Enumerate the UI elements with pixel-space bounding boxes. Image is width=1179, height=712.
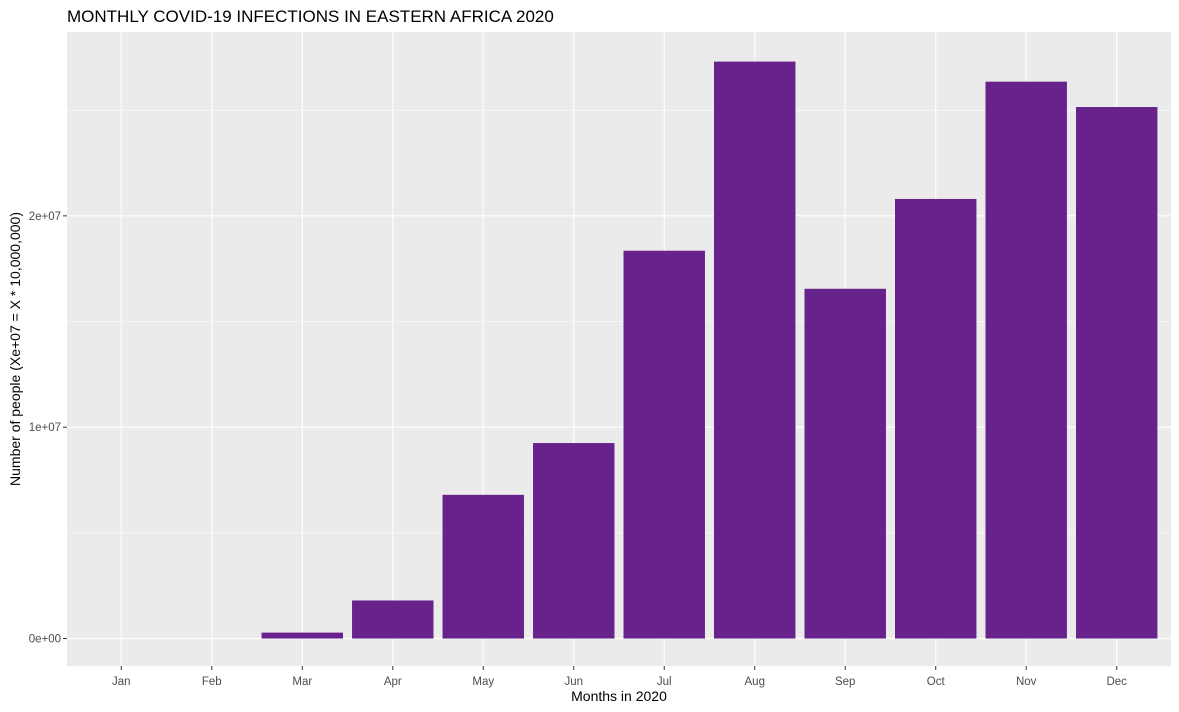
y-axis-title: Number of people (Xe+07 = X * 10,000,000… [7,212,23,486]
x-tick-label: Nov [1016,676,1037,688]
x-tick-label: Jul [657,676,672,688]
bar-may [442,494,524,639]
x-tick-label: Jan [112,676,131,688]
x-tick-label: Mar [292,676,312,688]
x-tick-label: Sep [835,676,855,688]
x-axis-title: Months in 2020 [571,688,667,704]
y-tick-label: 2e+07 [29,211,61,223]
bar-apr [352,600,434,639]
x-tick-label: Aug [745,676,765,688]
x-tick-label: Jun [564,676,583,688]
bar-mar [261,632,343,639]
y-tick-label: 1e+07 [29,422,61,434]
y-axis: 0e+00 1e+07 2e+07 [29,211,67,646]
x-axis: Jan Feb Mar Apr May Jun Jul Aug Sep Oct Nov Dec [112,666,1127,688]
bar-aug [714,61,796,639]
chart-title: MONTHLY COVID-19 INFECTIONS IN EASTERN A… [67,7,554,26]
x-tick-label: May [472,676,494,688]
bar-dec [1075,107,1158,639]
y-tick-label: 0e+00 [29,634,61,646]
x-tick-label: Apr [384,676,402,688]
x-tick-label: Oct [927,676,946,688]
bar-nov [985,81,1067,639]
bar-jul [623,250,705,639]
bar-sep [804,288,886,639]
bars [261,61,1158,639]
x-tick-label: Feb [202,676,222,688]
bar-jun [533,443,615,639]
bar-oct [895,198,977,639]
x-tick-label: Dec [1106,676,1127,688]
